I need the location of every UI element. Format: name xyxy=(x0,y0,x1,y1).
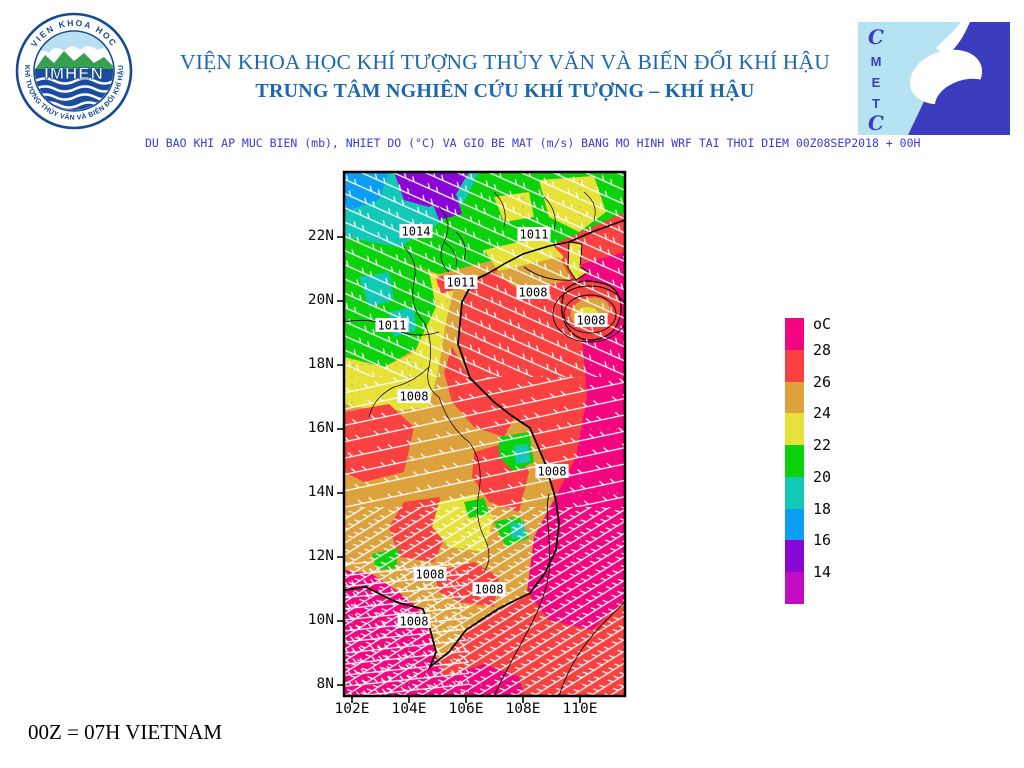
pressure-label-box xyxy=(375,318,409,332)
imhen-logo: IMHEN VIEN KHOA HOC KHÍ TƯỢNG THỦY VĂN V… xyxy=(15,12,133,130)
legend-color-segment xyxy=(785,572,804,604)
lat-label: 16N xyxy=(307,420,334,436)
lon-label: 108E xyxy=(505,701,541,717)
pressure-label-box xyxy=(535,464,569,478)
pressure-label-box xyxy=(397,389,431,403)
pressure-label: 1008 xyxy=(577,314,606,328)
map-frame xyxy=(342,170,627,698)
pressure-label-box xyxy=(574,313,608,327)
lat-label: 12N xyxy=(307,548,334,564)
pressure-label-box xyxy=(444,275,478,289)
header: VIỆN KHOA HỌC KHÍ TƯỢNG THỦY VĂN VÀ BIẾN… xyxy=(140,50,870,103)
wind-streamlines xyxy=(344,172,625,696)
legend-tick: 20 xyxy=(813,467,832,486)
legend-tick: 28 xyxy=(813,340,832,359)
cmetc-s-icon xyxy=(908,22,1010,135)
axis-ticks xyxy=(337,236,581,703)
isobars xyxy=(344,266,625,696)
pressure-label-box xyxy=(472,582,506,596)
lat-label: 10N xyxy=(307,612,334,628)
pressure-label-box xyxy=(397,614,431,628)
legend-color-segment xyxy=(785,540,804,573)
pressure-label-box xyxy=(413,567,447,581)
legend-tick: 14 xyxy=(813,563,832,582)
lat-label: 20N xyxy=(307,292,334,308)
lon-label: 106E xyxy=(448,701,484,717)
timezone-note: 00Z = 07H VIETNAM xyxy=(28,720,223,744)
pressure-label: 1008 xyxy=(400,615,429,629)
pressure-label-box xyxy=(517,227,551,241)
pressure-label-box xyxy=(399,224,433,238)
lon-label: 104E xyxy=(391,701,427,717)
legend-color-segment xyxy=(785,413,804,446)
legend-color-segment xyxy=(785,508,804,541)
pressure-label: 1011 xyxy=(378,319,407,333)
legend-tick: 26 xyxy=(813,372,832,391)
legend-color-segment xyxy=(785,349,804,382)
temperature-field: 1014 1011 1011 1008 1008 1011 1008 1008 1008 1008… xyxy=(344,172,625,696)
pressure-label-box xyxy=(516,285,550,299)
legend-tick: 22 xyxy=(813,436,832,455)
lat-label: 18N xyxy=(307,356,334,372)
cmetc-letter: M xyxy=(871,54,882,69)
pressure-labels: 1014 1011 1011 1008 1008 1011 1008 1008 1008 1008… xyxy=(375,224,608,629)
legend-tick: 16 xyxy=(813,531,832,550)
pressure-label: 1008 xyxy=(416,568,445,582)
legend-color-segment xyxy=(785,476,804,509)
forecast-subtitle: DU BAO KHI AP MUC BIEN (mb), NHIET DO (°… xyxy=(145,136,921,150)
legend-color-segment xyxy=(785,445,804,477)
pressure-label: 1008 xyxy=(538,465,567,479)
clouds-icon xyxy=(35,46,113,63)
institute-title: VIỆN KHOA HỌC KHÍ TƯỢNG THỦY VĂN VÀ BIẾN… xyxy=(180,50,830,74)
legend-color-segment xyxy=(785,381,804,414)
pressure-label: 1008 xyxy=(519,286,548,300)
cmetc-letter: C xyxy=(868,25,884,49)
coastlines xyxy=(344,191,625,670)
temperature-legend: oC 28 26 24 22 20 18 16 14 xyxy=(785,315,895,618)
cmetc-letter: T xyxy=(872,96,880,111)
imhen-acronym: IMHEN xyxy=(44,64,104,83)
lon-label: 110E xyxy=(562,701,598,717)
pressure-label: 1008 xyxy=(475,583,504,597)
waves-icon xyxy=(35,77,113,109)
legend-tick: 18 xyxy=(813,499,832,518)
lat-label: 14N xyxy=(307,484,334,500)
forecast-map: 1014 1011 1011 1008 1008 1011 1008 1008 1008 1008… xyxy=(337,170,627,703)
center-title: TRUNG TÂM NGHIÊN CỨU KHÍ TƯỢNG – KHÍ HẬU xyxy=(255,80,755,102)
pressure-label: 1011 xyxy=(520,228,549,242)
legend-title: oC xyxy=(813,315,832,333)
lat-label: 8N xyxy=(316,676,334,692)
pressure-label: 1014 xyxy=(402,225,431,239)
legend-colorbar xyxy=(785,318,804,604)
lon-label: 102E xyxy=(334,701,370,717)
cmetc-letter: C xyxy=(868,111,884,135)
legend-color-segment xyxy=(785,318,804,350)
lat-label: 22N xyxy=(307,228,334,244)
pressure-label: 1008 xyxy=(400,390,429,404)
legend-tick: 24 xyxy=(813,404,832,423)
cmetc-letter: E xyxy=(872,75,881,90)
pressure-label: 1011 xyxy=(447,276,476,290)
